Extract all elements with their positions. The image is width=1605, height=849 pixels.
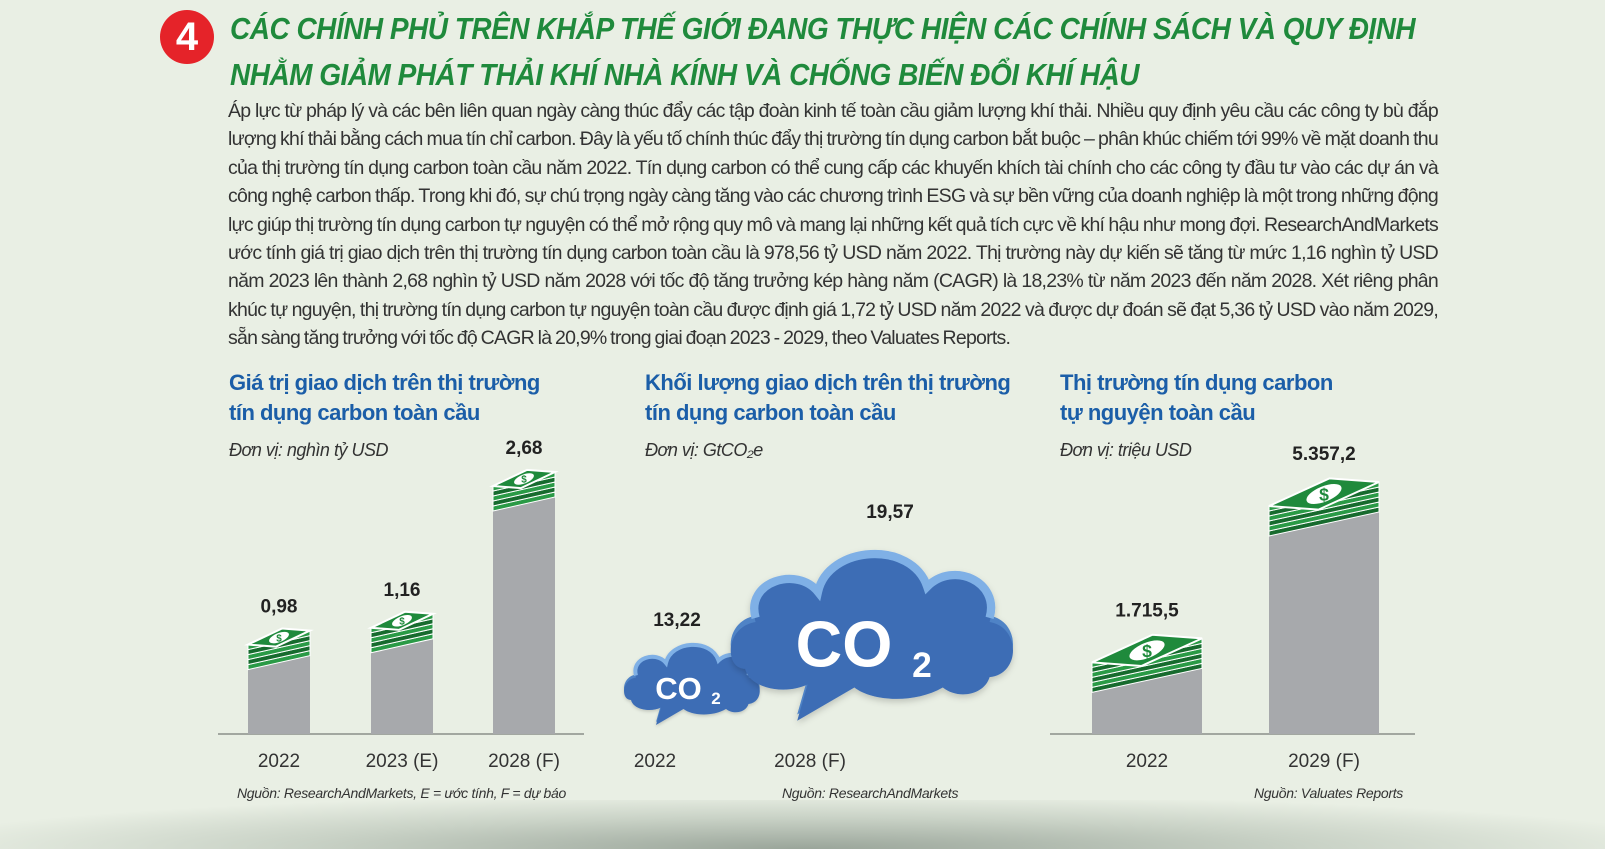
chart3-category-label-0: 2022 — [1126, 751, 1168, 772]
chart3-title-line-2: tự nguyện toàn cầu — [1060, 400, 1256, 425]
svg-text:$: $ — [521, 475, 527, 486]
chart3-value-label-0: 1.715,5 — [1115, 600, 1179, 621]
chart1-money-stack-icon-2: $ — [489, 468, 559, 512]
section-headline: CÁC CHÍNH PHỦ TRÊN KHẮP THẾ GIỚI ĐANG TH… — [230, 6, 1430, 98]
chart1-category-label-1: 2023 (E) — [366, 751, 439, 772]
chart1-bar-1 — [371, 625, 433, 734]
chart2-title-line-1: Khối lượng giao dịch trên thị trường — [645, 370, 1011, 395]
chart2-co2-cloud-icon-0: CO 2 — [624, 642, 760, 725]
chart1-value-label-1: 1,16 — [384, 580, 421, 601]
headline-line-1: CÁC CHÍNH PHỦ TRÊN KHẮP THẾ GIỚI ĐANG TH… — [230, 11, 1416, 46]
chart2-category-label-1: 2028 (F) — [774, 751, 846, 772]
chart2-unit: Đơn vị: GtCO₂e — [645, 440, 763, 460]
bottom-shadow — [0, 800, 1605, 849]
chart2-co2-cloud-icon-0-label: CO — [655, 671, 702, 706]
chart2-value-label-0: 13,22 — [653, 610, 701, 631]
svg-text:$: $ — [1319, 485, 1329, 505]
chart2-source: Nguồn: ResearchAndMarkets — [782, 785, 959, 801]
chart1-title: Giá trị giao dịch trên thị trường tín dụ… — [229, 368, 540, 428]
chart2-co2-cloud-icon-1-subscript: 2 — [912, 646, 932, 685]
chart3-source: Nguồn: Valuates Reports — [1254, 785, 1404, 801]
chart3-category-label-1: 2029 (F) — [1288, 751, 1360, 772]
chart1-value-label-0: 0,98 — [261, 597, 298, 618]
chart2: CO 2 13,22 2022 CO 2 19,57 2028 (F) — [624, 502, 1014, 772]
section-number-badge: 4 — [160, 10, 214, 64]
chart2-co2-cloud-icon-1: CO 2 — [730, 549, 1014, 721]
chart1-value-label-2: 2,68 — [506, 438, 543, 459]
chart1-unit: Đơn vị: nghìn tỷ USD — [229, 440, 388, 460]
chart1-title-line-2: tín dụng carbon toàn cầu — [229, 400, 480, 425]
chart1-category-label-0: 2022 — [258, 751, 300, 772]
chart1-source: Nguồn: ResearchAndMarkets, E = ước tính,… — [237, 785, 566, 801]
chart3: $1.715,5 2022 $5.357,2 2029 (F) — [1050, 444, 1415, 772]
chart1-money-stack-icon-1: $ — [367, 610, 437, 654]
chart2-title-line-2: tín dụng carbon toàn cầu — [645, 400, 896, 425]
chart2-category-label-0: 2022 — [634, 751, 676, 772]
chart1-category-label-2: 2028 (F) — [488, 751, 560, 772]
chart1-bar-2 — [493, 484, 555, 734]
chart2-value-label-1: 19,57 — [866, 502, 914, 523]
chart3-unit: Đơn vị: triệu USD — [1060, 440, 1192, 460]
chart3-title: Thị trường tín dụng carbon tự nguyện toà… — [1060, 368, 1333, 428]
svg-text:$: $ — [399, 617, 405, 628]
chart1-money-stack-icon-0: $ — [244, 627, 314, 671]
headline-line-2: NHẰM GIẢM PHÁT THẢI KHÍ NHÀ KÍNH VÀ CHỐN… — [230, 57, 1140, 92]
chart3-value-label-1: 5.357,2 — [1292, 444, 1355, 465]
body-paragraph: Áp lực từ pháp lý và các bên liên quan n… — [228, 100, 1439, 350]
chart3-title-line-1: Thị trường tín dụng carbon — [1060, 370, 1333, 395]
chart2-title: Khối lượng giao dịch trên thị trường tín… — [645, 368, 1011, 428]
svg-text:$: $ — [1142, 641, 1152, 661]
svg-text:$: $ — [276, 633, 282, 644]
chart3-money-stack-icon-0: $ — [1091, 633, 1203, 693]
chart3-money-stack-icon-1: $ — [1268, 477, 1380, 537]
chart2-co2-cloud-icon-1-label: CO — [796, 609, 893, 681]
chart1-title-line-1: Giá trị giao dịch trên thị trường — [229, 370, 540, 395]
chart2-co2-cloud-icon-0-subscript: 2 — [711, 689, 720, 708]
chart3-bar-1 — [1269, 504, 1379, 734]
chart1: $0,98 2022 $1,16 2023 (E) $2,68 2028 (F) — [218, 438, 584, 772]
